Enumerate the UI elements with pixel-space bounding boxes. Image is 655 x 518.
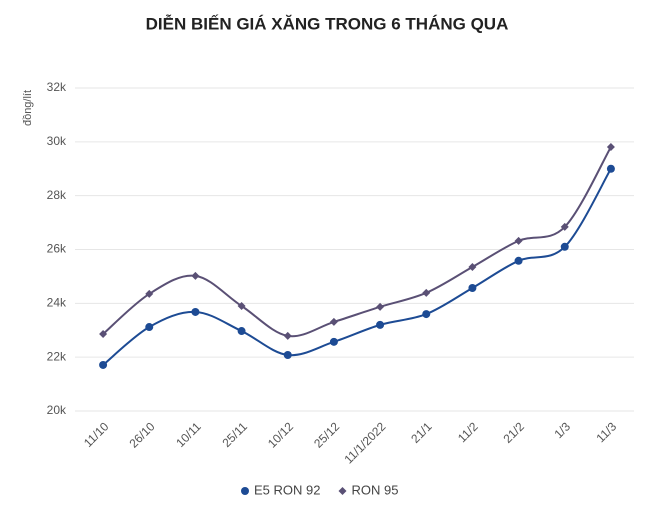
x-tick-label: 25/11: [219, 419, 250, 450]
x-tick-label: 11/1/2022: [341, 419, 388, 466]
y-tick-label: 30k: [47, 134, 67, 148]
series-line: [102, 168, 612, 366]
y-tick-label: 20k: [47, 403, 67, 417]
data-point: [237, 327, 246, 336]
x-tick-label: 11/3: [593, 419, 619, 445]
data-point: [145, 289, 154, 298]
data-point: [606, 164, 615, 173]
legend-label: E5 RON 92: [254, 482, 320, 497]
y-tick-label: 32k: [47, 80, 67, 94]
data-point: [514, 256, 523, 265]
data-point: [514, 236, 523, 245]
data-point: [283, 351, 292, 360]
data-point: [422, 310, 431, 319]
series-line: [102, 146, 612, 338]
x-tick-label: 1/3: [551, 419, 573, 441]
x-tick-label: 10/12: [265, 419, 296, 450]
data-point: [560, 222, 569, 231]
data-point: [99, 360, 108, 369]
x-tick-label: 21/1: [408, 419, 435, 446]
data-point: [145, 323, 154, 332]
data-point: [560, 242, 569, 251]
data-point: [191, 307, 200, 316]
y-tick-label: 24k: [47, 296, 67, 310]
data-point: [468, 283, 477, 292]
data-point: [422, 288, 431, 297]
data-point: [329, 317, 338, 326]
y-tick-label: 26k: [47, 242, 67, 256]
x-tick-label: 25/12: [311, 419, 342, 450]
chart-title: DIỄN BIẾN GIÁ XĂNG TRONG 6 THÁNG QUA: [146, 14, 509, 33]
data-point: [338, 487, 347, 495]
data-point: [283, 331, 292, 340]
data-point: [241, 487, 249, 495]
x-tick-label: 11/10: [81, 419, 112, 450]
data-point: [376, 320, 385, 329]
y-axis-label: đồng/lít: [22, 90, 34, 126]
x-tick-label: 26/10: [126, 419, 157, 450]
legend-label: RON 95: [351, 482, 398, 497]
y-tick-label: 22k: [47, 349, 67, 363]
data-point: [329, 337, 338, 346]
data-point: [99, 330, 108, 339]
x-tick-label: 11/2: [455, 419, 481, 445]
data-point: [191, 271, 200, 280]
data-point: [606, 142, 615, 151]
x-tick-label: 21/2: [501, 419, 528, 446]
data-point: [376, 302, 385, 311]
data-point: [237, 302, 246, 311]
data-point: [468, 262, 477, 271]
y-tick-label: 28k: [47, 188, 67, 202]
x-tick-label: 10/11: [173, 419, 204, 450]
